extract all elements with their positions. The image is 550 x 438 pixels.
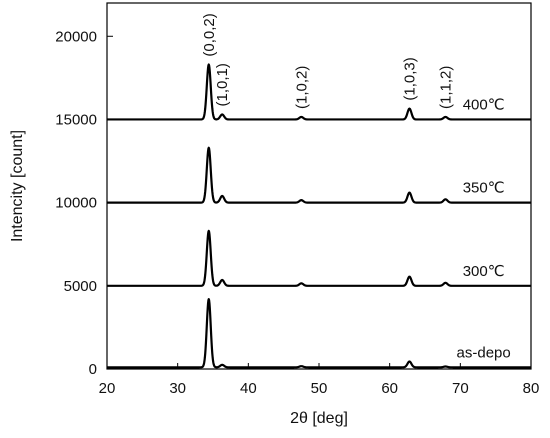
series-line-1 bbox=[106, 229, 532, 287]
x-tick-label: 80 bbox=[523, 380, 540, 397]
y-tick-label: 15000 bbox=[55, 111, 97, 128]
y-tick-label: 0 bbox=[89, 361, 97, 378]
peak-labels: (0,0,2) (1,0,1) (1,0,2) (1,0,3) (1,1,2) bbox=[201, 13, 455, 109]
series-line-2 bbox=[106, 146, 532, 204]
peak-label: (1,0,3) bbox=[402, 57, 419, 100]
series-label: 300℃ bbox=[463, 263, 505, 280]
x-tick-label: 50 bbox=[311, 380, 328, 397]
series-label: 350℃ bbox=[463, 180, 505, 197]
peak-label: (0,0,2) bbox=[201, 13, 218, 56]
y-axis-title: Intencity [count] bbox=[9, 130, 26, 242]
peak-label: (1,0,1) bbox=[214, 63, 231, 106]
x-tick-label: 70 bbox=[452, 380, 469, 397]
peak-label: (1,0,2) bbox=[293, 66, 310, 109]
x-tick-label: 30 bbox=[169, 380, 186, 397]
plot-area: 20 30 40 50 60 70 80 0 5000 10000 15000 20000 as-d… bbox=[55, 2, 540, 397]
x-tick-label: 40 bbox=[240, 380, 257, 397]
x-axis-title: 2θ [deg] bbox=[290, 410, 348, 427]
y-tick-label: 10000 bbox=[55, 195, 97, 212]
y-tick-label: 5000 bbox=[64, 278, 97, 295]
y-ticks: 0 5000 10000 15000 20000 bbox=[55, 28, 113, 378]
x-tick-label: 60 bbox=[381, 380, 398, 397]
series-line-3 bbox=[106, 63, 532, 121]
y-tick-label: 20000 bbox=[55, 28, 97, 45]
x-tick-label: 20 bbox=[99, 380, 116, 397]
series-label: as-depo bbox=[457, 344, 511, 361]
series-labels: as-depo 300℃ 350℃ 400℃ bbox=[457, 96, 511, 361]
peak-label: (1,1,2) bbox=[438, 66, 455, 109]
x-ticks: 20 30 40 50 60 70 80 bbox=[99, 363, 540, 397]
series-label: 400℃ bbox=[463, 96, 505, 113]
